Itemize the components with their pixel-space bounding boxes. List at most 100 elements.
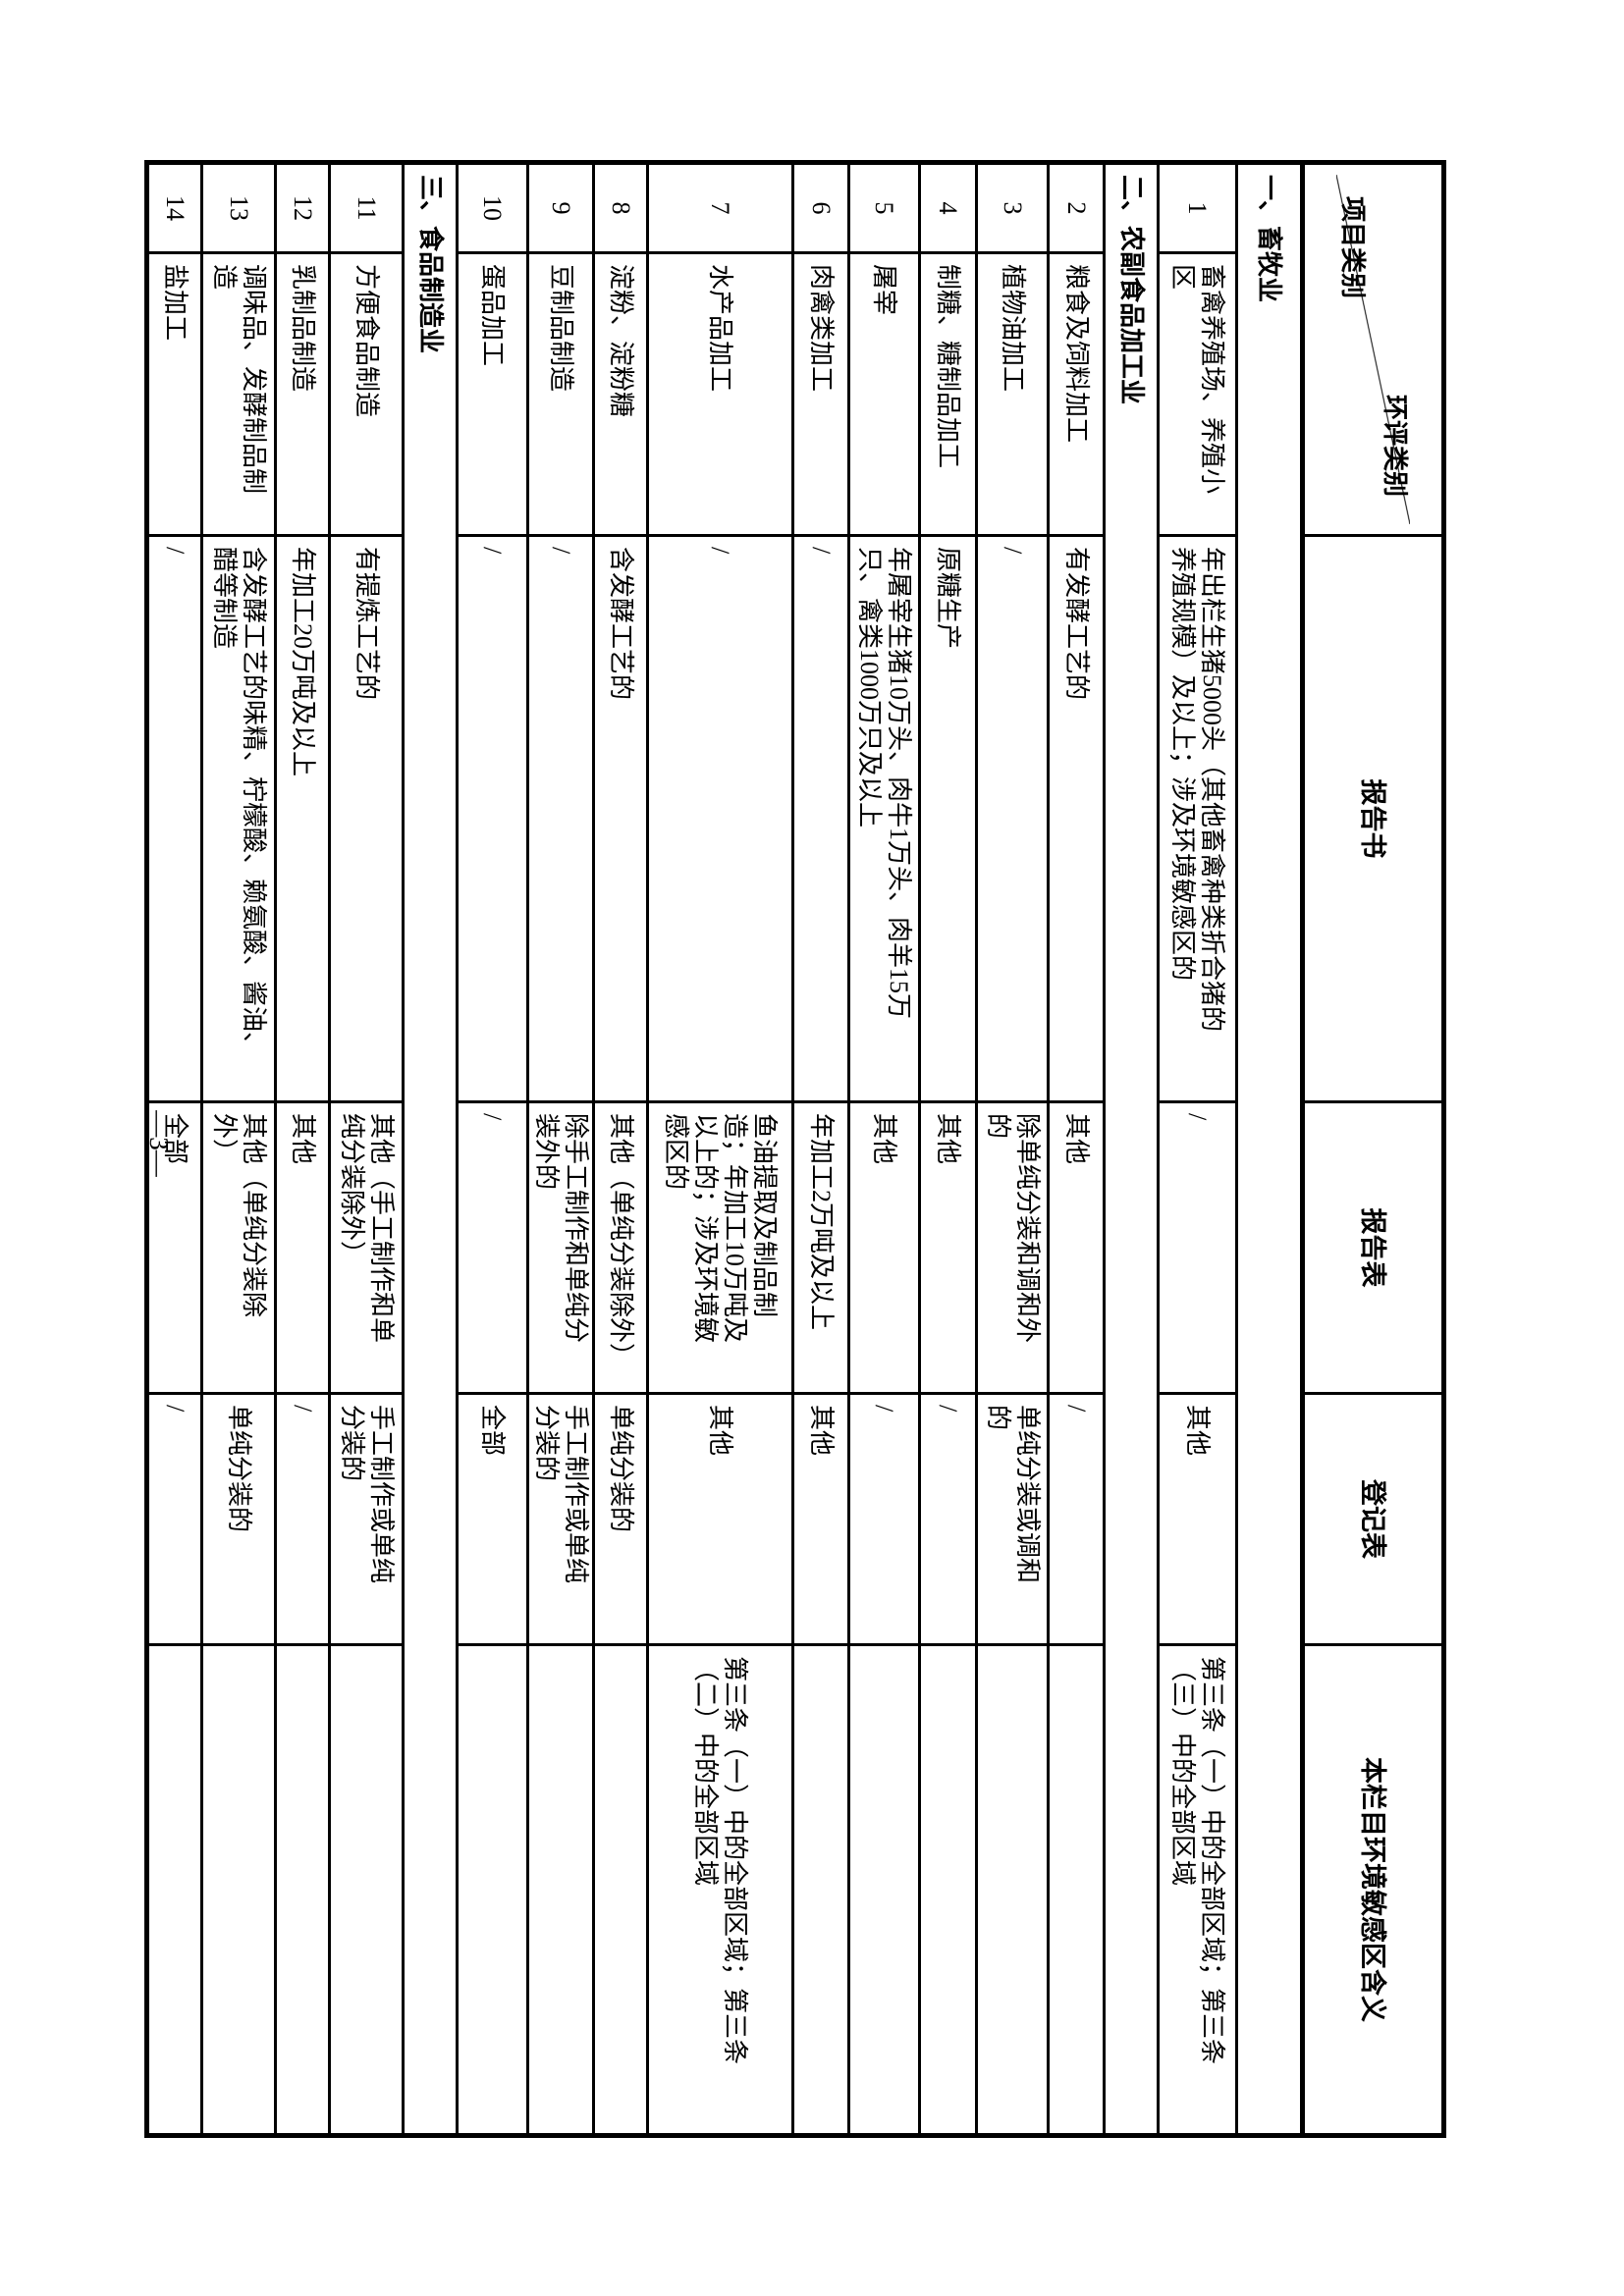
cell-number-10: 10 — [457, 162, 528, 253]
cell-sensitive-meaning-7: 第三条（一）中的全部区域；第三条 （二）中的全部区域 — [647, 1644, 793, 2136]
cell-project-name-1: 畜禽养殖场、养殖小 区 — [1158, 252, 1237, 536]
cell-report-form-6: 年加工2万吨及以上 — [792, 1101, 849, 1394]
cell-project-name-2: 粮食及饲料加工 — [1048, 252, 1105, 536]
cell-registration-form-1: 其他 — [1158, 1393, 1237, 1645]
cell-registration-form-11: 手工制作或单纯 分装的 — [329, 1393, 404, 1645]
cell-report-book-11: 有提炼工艺的 — [329, 535, 404, 1102]
cell-registration-form-2: / — [1048, 1393, 1105, 1645]
cell-report-form-10: / — [457, 1101, 528, 1394]
cell-registration-form-10: 全部 — [457, 1393, 528, 1645]
section-row: 三、食品制造业 — [403, 162, 458, 2136]
cell-project-name-14: 盐加工 — [146, 252, 202, 536]
cell-sensitive-meaning-4 — [919, 1644, 977, 2136]
section-title: 一、畜牧业 — [1236, 162, 1303, 2136]
cell-number-3: 3 — [976, 162, 1049, 253]
cell-number-5: 5 — [848, 162, 920, 253]
cell-registration-form-4: / — [919, 1393, 977, 1645]
table-row: 11 方便食品制造 有提炼工艺的 其他（手工制作和单 纯分装除外） 手工制作或单纯 分装… — [329, 162, 404, 2136]
classification-table: 环评类别 项目类别 报告书 报告表 登记表 本栏目环境敏感区含义 一、畜牧业 1 畜… — [144, 160, 1446, 2138]
section-title: 二、农副食品加工业 — [1104, 162, 1159, 2136]
cell-sensitive-meaning-3 — [976, 1644, 1049, 2136]
table-row: 8 淀粉、淀粉糖 含发酵工艺的 其他（单纯分装除外） 单纯分装的 — [593, 162, 648, 2136]
cell-report-book-6: / — [792, 535, 849, 1102]
cell-sensitive-meaning-9 — [527, 1644, 594, 2136]
corner-header-cell: 环评类别 项目类别 — [1302, 162, 1444, 536]
cell-project-name-8: 淀粉、淀粉糖 — [593, 252, 648, 536]
page-number: —3— — [144, 1110, 174, 1177]
cell-project-name-13: 调味品、发酵制品制 造 — [201, 252, 276, 536]
cell-registration-form-14: / — [146, 1393, 202, 1645]
cell-project-name-12: 乳制品制造 — [275, 252, 330, 536]
cell-registration-form-5: / — [848, 1393, 920, 1645]
cell-project-name-4: 制糖、糖制品加工 — [919, 252, 977, 536]
cell-report-book-14: / — [146, 535, 202, 1102]
table-row: 6 肉禽类加工 / 年加工2万吨及以上 其他 — [792, 162, 849, 2136]
cell-sensitive-meaning-12 — [275, 1644, 330, 2136]
cell-project-name-10: 蛋品加工 — [457, 252, 528, 536]
table-row: 3 植物油加工 / 除单纯分装和调和外 的单纯分装或调和 的 — [976, 162, 1049, 2136]
cell-project-name-7: 水产品加工 — [647, 252, 793, 536]
cell-report-form-11: 其他（手工制作和单 纯分装除外） — [329, 1101, 404, 1394]
cell-sensitive-meaning-1: 第三条（一）中的全部区域；第三条 （三）中的全部区域 — [1158, 1644, 1237, 2136]
cell-project-name-6: 肉禽类加工 — [792, 252, 849, 536]
table-row: 1 畜禽养殖场、养殖小 区年出栏生猪5000头（其他畜禽种类折合猪的 养殖规模）及… — [1158, 162, 1237, 2136]
corner-label-project-category: 项目类别 — [1338, 196, 1367, 299]
cell-project-name-5: 屠宰 — [848, 252, 920, 536]
cell-report-form-3: 除单纯分装和调和外 的 — [976, 1101, 1049, 1394]
cell-report-form-5: 其他 — [848, 1101, 920, 1394]
header-report-book: 报告书 — [1302, 535, 1444, 1102]
cell-report-form-4: 其他 — [919, 1101, 977, 1394]
cell-sensitive-meaning-5 — [848, 1644, 920, 2136]
cell-sensitive-meaning-14 — [146, 1644, 202, 2136]
cell-report-book-9: / — [527, 535, 594, 1102]
cell-report-form-9: 除手工制作和单纯分 装外的 — [527, 1101, 594, 1394]
cell-project-name-11: 方便食品制造 — [329, 252, 404, 536]
cell-number-12: 12 — [275, 162, 330, 253]
cell-report-book-12: 年加工20万吨及以上 — [275, 535, 330, 1102]
header-sensitive-meaning: 本栏目环境敏感区含义 — [1302, 1644, 1444, 2136]
cell-registration-form-6: 其他 — [792, 1393, 849, 1645]
section-row: 一、畜牧业 — [1236, 162, 1303, 2136]
table-row: 7 水产品加工 / 鱼油提取及制品制 造；年加工10万吨及 以上的；涉及环境敏 感区的… — [647, 162, 793, 2136]
cell-sensitive-meaning-10 — [457, 1644, 528, 2136]
diagonal-divider: 环评类别 项目类别 — [1336, 175, 1410, 524]
table-row: 9 豆制品制造 / 除手工制作和单纯分 装外的 手工制作或单纯 分装的 — [527, 162, 594, 2136]
cell-report-book-7: / — [647, 535, 793, 1102]
cell-project-name-9: 豆制品制造 — [527, 252, 594, 536]
section-row: 二、农副食品加工业 — [1104, 162, 1159, 2136]
cell-report-book-8: 含发酵工艺的 — [593, 535, 648, 1102]
cell-sensitive-meaning-8 — [593, 1644, 648, 2136]
cell-registration-form-7: 其他 — [647, 1393, 793, 1645]
cell-registration-form-13: 单纯分装的 — [201, 1393, 276, 1645]
cell-report-form-1: / — [1158, 1101, 1237, 1394]
header-registration-form: 登记表 — [1302, 1393, 1444, 1645]
cell-report-form-12: 其他 — [275, 1101, 330, 1394]
cell-sensitive-meaning-6 — [792, 1644, 849, 2136]
cell-number-2: 2 — [1048, 162, 1105, 253]
cell-report-book-5: 年屠宰生猪10万头、肉牛1万头、肉羊15万 只、禽类1000万只及以上 — [848, 535, 920, 1102]
cell-report-form-8: 其他（单纯分装除外） — [593, 1101, 648, 1394]
cell-number-9: 9 — [527, 162, 594, 253]
header-report-form: 报告表 — [1302, 1101, 1444, 1394]
table-row: 2 粮食及饲料加工 有发酵工艺的 其他 / — [1048, 162, 1105, 2136]
section-title: 三、食品制造业 — [403, 162, 458, 2136]
cell-sensitive-meaning-13 — [201, 1644, 276, 2136]
cell-sensitive-meaning-2 — [1048, 1644, 1105, 2136]
cell-report-form-13: 其他（单纯分装除 外） — [201, 1101, 276, 1394]
cell-registration-form-9: 手工制作或单纯 分装的 — [527, 1393, 594, 1645]
cell-sensitive-meaning-11 — [329, 1644, 404, 2136]
header-row: 环评类别 项目类别 报告书 报告表 登记表 本栏目环境敏感区含义 — [1302, 162, 1444, 2136]
cell-number-14: 14 — [146, 162, 202, 253]
cell-report-book-2: 有发酵工艺的 — [1048, 535, 1105, 1102]
table-body: 环评类别 项目类别 报告书 报告表 登记表 本栏目环境敏感区含义 一、畜牧业 1 畜… — [146, 162, 1444, 2136]
cell-project-name-3: 植物油加工 — [976, 252, 1049, 536]
cell-registration-form-12: / — [275, 1393, 330, 1645]
cell-number-11: 11 — [329, 162, 404, 253]
cell-number-7: 7 — [647, 162, 793, 253]
table-row: 10 蛋品加工 / / 全部 — [457, 162, 528, 2136]
cell-number-6: 6 — [792, 162, 849, 253]
cell-number-4: 4 — [919, 162, 977, 253]
cell-report-book-10: / — [457, 535, 528, 1102]
